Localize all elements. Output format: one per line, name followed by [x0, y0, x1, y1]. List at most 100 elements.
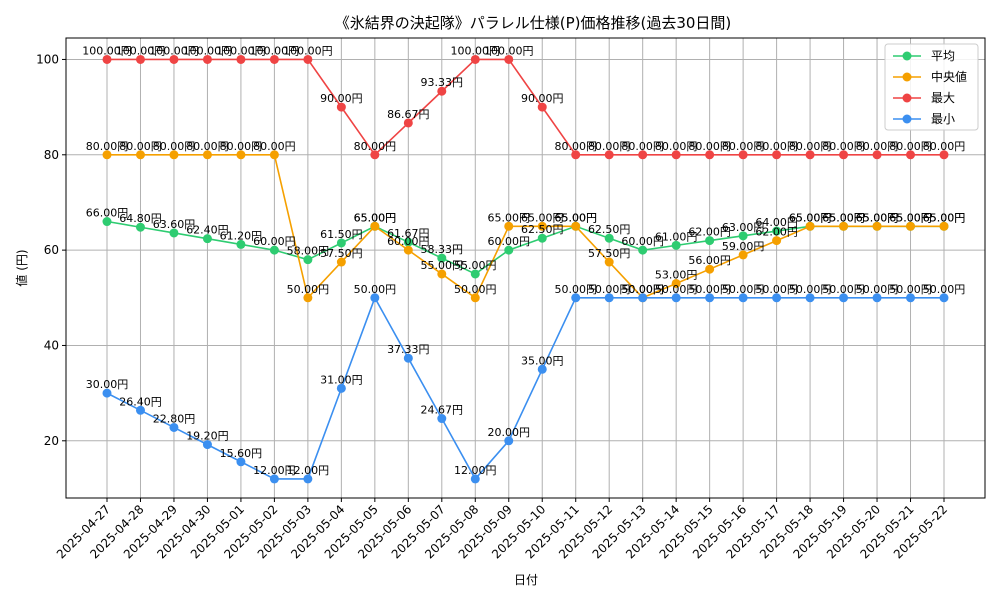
data-point — [537, 102, 547, 112]
y-tick-label: 20 — [44, 434, 59, 448]
data-label: 53.00円 — [655, 268, 698, 281]
data-label: 65.00円 — [923, 211, 966, 224]
data-label: 57.50円 — [588, 247, 631, 260]
series-最小 — [102, 293, 949, 484]
plot-frame — [65, 37, 986, 499]
data-label: 15.60円 — [220, 447, 263, 460]
data-label: 50.00円 — [789, 283, 832, 296]
data-point — [135, 405, 145, 415]
series-最大 — [102, 54, 949, 160]
data-point — [102, 54, 112, 64]
data-label: 55.00円 — [421, 259, 464, 272]
data-point — [705, 150, 715, 160]
legend-label: 平均 — [931, 49, 955, 63]
data-label: 100.00円 — [82, 44, 132, 57]
data-label: 50.00円 — [822, 283, 865, 296]
data-label: 50.00円 — [554, 283, 597, 296]
data-label: 59.00円 — [722, 240, 765, 253]
data-label: 50.00円 — [655, 283, 698, 296]
data-label: 80.00円 — [822, 140, 865, 153]
data-point — [872, 221, 882, 231]
data-label: 50.00円 — [588, 283, 631, 296]
data-label: 80.00円 — [153, 140, 196, 153]
data-point — [772, 293, 782, 303]
data-label: 90.00円 — [521, 92, 564, 105]
series-line — [107, 153, 944, 300]
data-label: 80.00円 — [86, 140, 129, 153]
data-point — [437, 269, 447, 279]
data-label: 63.60円 — [153, 218, 196, 231]
data-label: 80.00円 — [889, 140, 932, 153]
data-point — [504, 221, 514, 231]
data-point — [671, 240, 681, 250]
data-point — [202, 440, 212, 450]
data-point — [705, 236, 715, 246]
legend-swatch-marker — [902, 114, 912, 124]
data-point — [269, 54, 279, 64]
data-point — [939, 221, 949, 231]
x-axis-ticks: 2025-04-272025-04-282025-04-292025-04-30… — [54, 498, 950, 561]
data-label: 100.00円 — [484, 44, 534, 57]
data-point — [336, 257, 346, 267]
data-label: 65.00円 — [822, 211, 865, 224]
data-point — [169, 54, 179, 64]
legend-swatch-marker — [902, 72, 912, 82]
data-point — [906, 293, 916, 303]
data-label: 80.00円 — [923, 140, 966, 153]
data-point — [437, 86, 447, 96]
data-label: 65.00円 — [856, 211, 899, 224]
data-label: 50.00円 — [688, 283, 731, 296]
data-label: 65.00円 — [354, 211, 397, 224]
data-point — [805, 150, 815, 160]
data-label: 100.00円 — [283, 44, 333, 57]
data-label: 56.00円 — [688, 254, 731, 267]
legend-item: 最小 — [893, 112, 955, 126]
data-point — [604, 257, 614, 267]
series-line — [107, 58, 944, 157]
legend-box — [884, 43, 979, 131]
data-label: 50.00円 — [354, 283, 397, 296]
data-point — [537, 233, 547, 243]
data-label: 24.67円 — [421, 404, 464, 417]
data-label: 100.00円 — [116, 44, 166, 57]
data-point — [604, 293, 614, 303]
data-label: 66.00円 — [86, 207, 129, 220]
data-point — [772, 150, 782, 160]
data-point — [303, 255, 313, 265]
data-label: 37.33円 — [387, 343, 430, 356]
y-tick-label: 40 — [44, 338, 59, 352]
data-label: 50.00円 — [856, 283, 899, 296]
data-label: 62.50円 — [521, 223, 564, 236]
data-point — [504, 54, 514, 64]
data-point — [303, 54, 313, 64]
data-point — [102, 388, 112, 398]
data-point — [839, 150, 849, 160]
data-label: 90.00円 — [320, 92, 363, 105]
data-point — [303, 474, 313, 484]
data-point — [169, 228, 179, 238]
data-label: 80.00円 — [119, 140, 162, 153]
data-point — [135, 54, 145, 64]
data-point — [102, 217, 112, 227]
data-point — [437, 253, 447, 263]
data-label: 93.33円 — [421, 76, 464, 89]
data-label: 12.00円 — [287, 464, 330, 477]
data-label: 60.00円 — [488, 235, 531, 248]
data-label: 80.00円 — [220, 140, 263, 153]
data-label: 65.00円 — [889, 211, 932, 224]
data-point — [872, 150, 882, 160]
data-point — [571, 293, 581, 303]
data-label: 100.00円 — [216, 44, 266, 57]
data-label: 65.00円 — [789, 211, 832, 224]
data-point — [638, 150, 648, 160]
data-point — [202, 54, 212, 64]
data-label: 12.00円 — [454, 464, 497, 477]
data-point — [604, 233, 614, 243]
data-label: 64.80円 — [119, 212, 162, 225]
data-label: 86.67円 — [387, 108, 430, 121]
data-point — [403, 353, 413, 363]
grid — [66, 38, 985, 498]
data-point — [939, 293, 949, 303]
data-label: 61.50円 — [320, 228, 363, 241]
data-point — [839, 221, 849, 231]
